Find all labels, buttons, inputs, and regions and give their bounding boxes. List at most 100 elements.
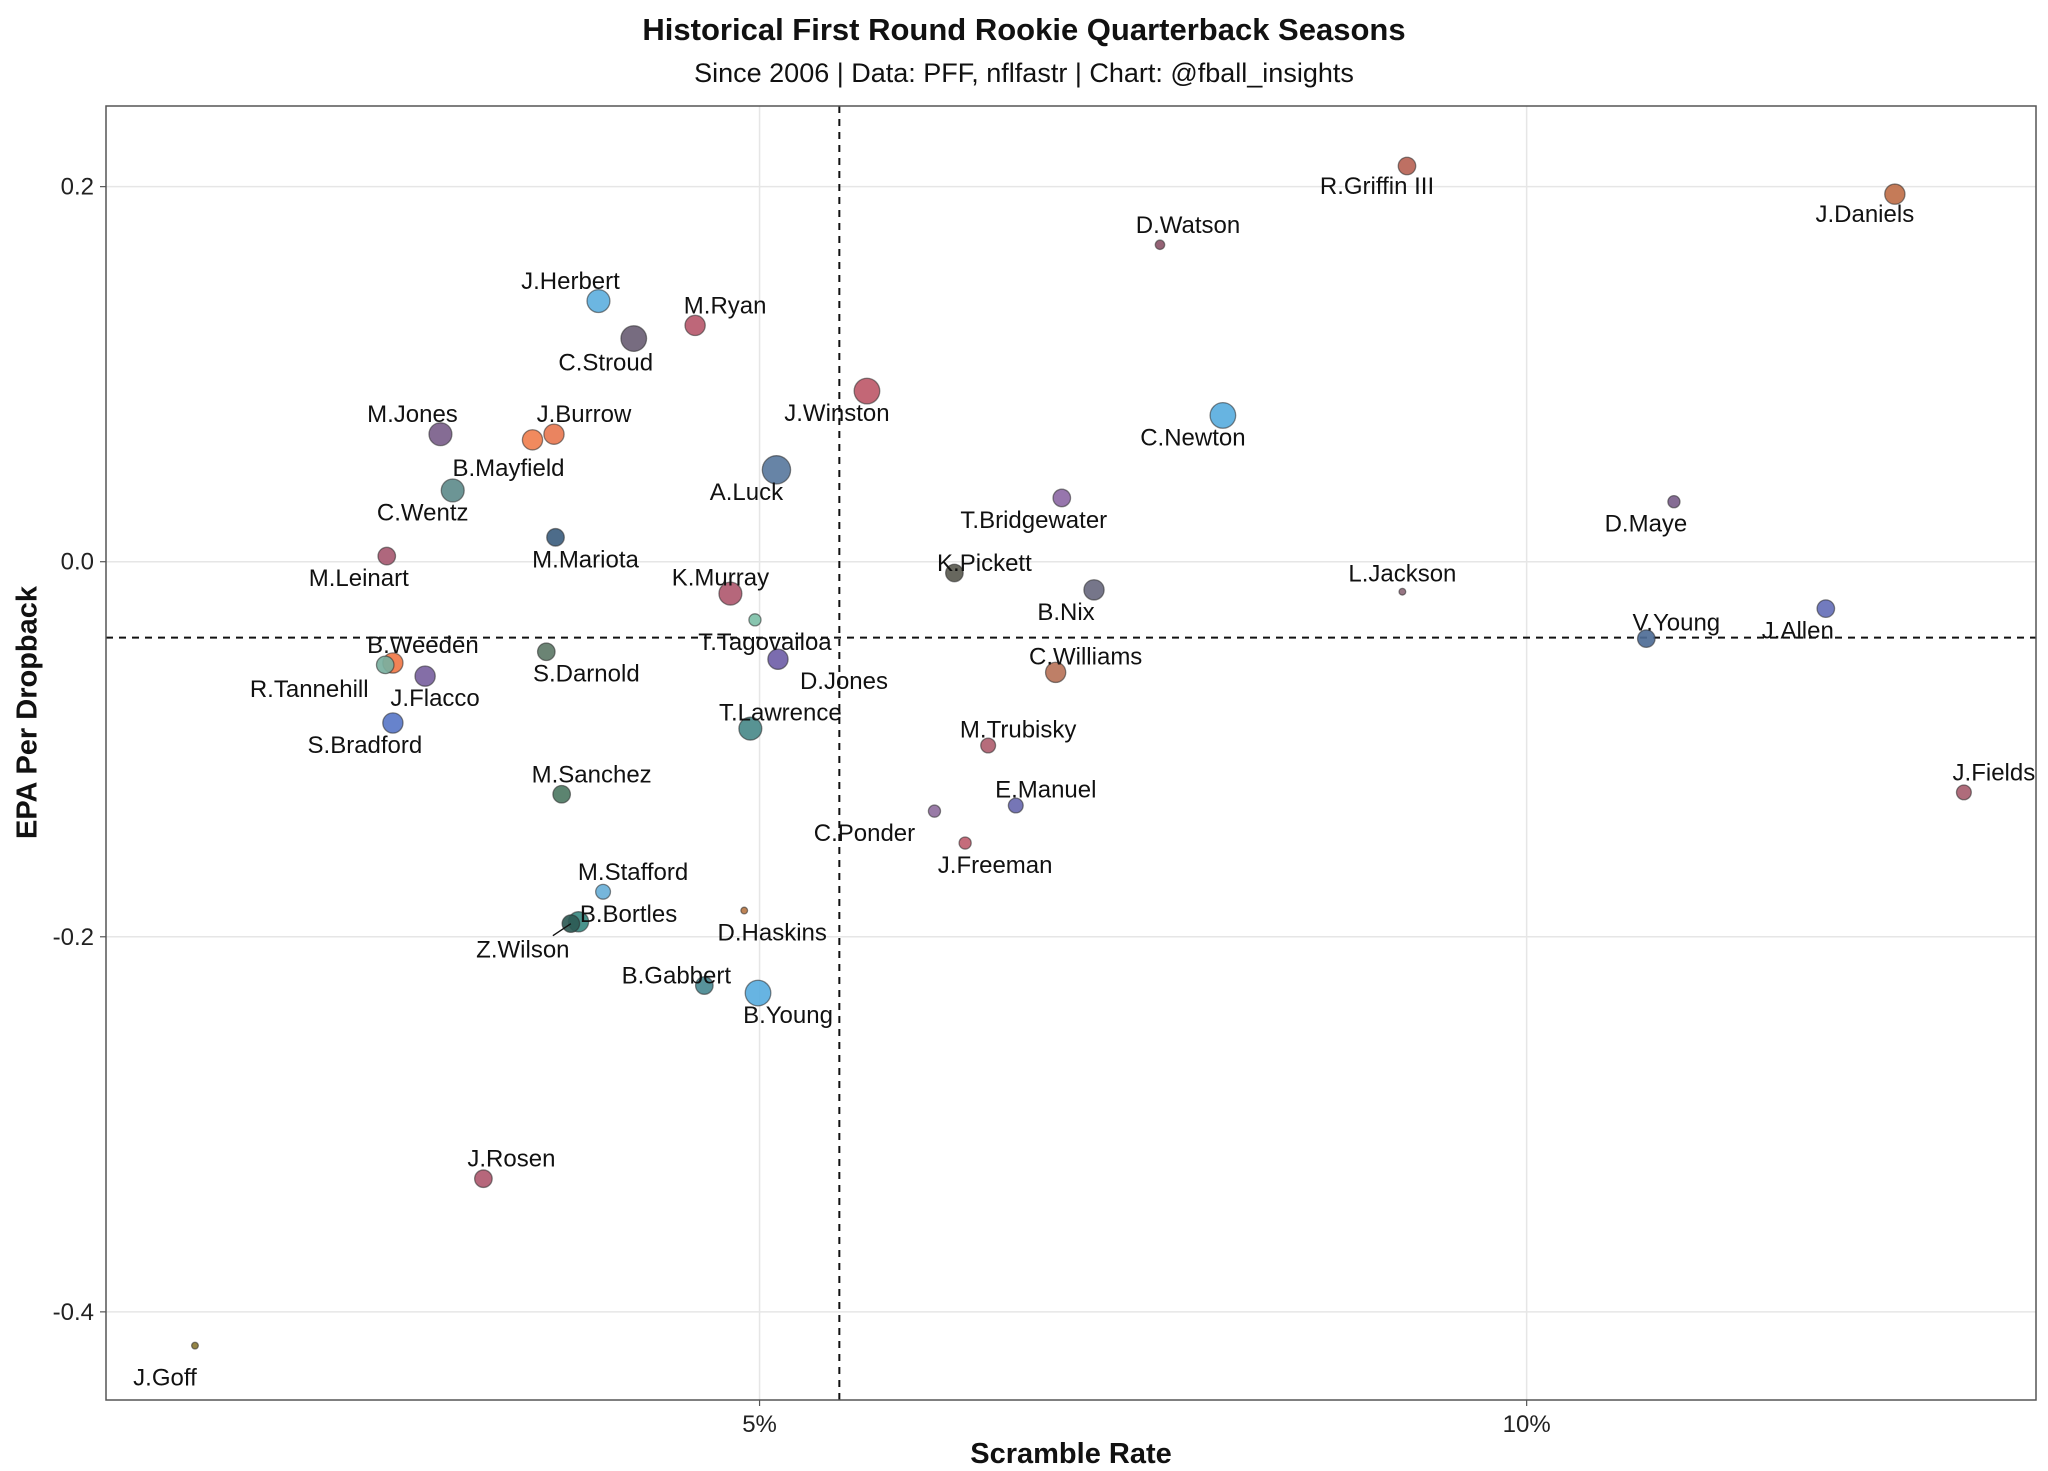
data-point	[744, 979, 772, 1007]
data-point	[1397, 156, 1417, 176]
point-label: M.Ryan	[684, 292, 767, 319]
data-point	[748, 613, 762, 627]
plot-border	[105, 105, 2037, 1401]
point-label: S.Darnold	[533, 661, 640, 688]
point-label: D.Watson	[1136, 212, 1240, 239]
data-point	[414, 665, 436, 687]
data-point	[853, 377, 881, 405]
data-point	[1154, 239, 1166, 251]
point-label: E.Manuel	[995, 777, 1096, 804]
point-label: M.Stafford	[578, 859, 688, 886]
data-point	[1209, 401, 1237, 429]
point-label: J.Freeman	[938, 852, 1053, 879]
data-point	[1083, 579, 1105, 601]
data-point	[543, 423, 565, 445]
data-point	[1007, 797, 1024, 814]
point-label: J.Allen	[1762, 618, 1834, 645]
point-label: J.Daniels	[1815, 201, 1914, 228]
point-label: M.Sanchez	[532, 761, 652, 788]
data-point	[740, 906, 749, 915]
point-label: J.Fields	[1953, 759, 2036, 786]
data-point	[694, 976, 714, 995]
data-point	[1816, 599, 1836, 618]
data-point	[927, 804, 942, 818]
data-point	[1667, 495, 1681, 509]
y-tick-label: -0.2	[53, 924, 94, 951]
data-point	[440, 478, 465, 503]
data-point	[761, 455, 792, 485]
point-label: J.Burrow	[537, 401, 632, 428]
point-label: B.Gabbert	[622, 963, 732, 990]
point-label: J.Flacco	[390, 685, 479, 712]
data-point	[718, 581, 743, 606]
point-label: V.Young	[1632, 610, 1720, 637]
label-leader-line	[552, 923, 572, 937]
point-label: J.Goff	[133, 1365, 197, 1392]
point-label: C.Wentz	[377, 499, 469, 526]
point-label: D.Maye	[1605, 511, 1688, 538]
point-label: D.Jones	[800, 668, 888, 695]
chart-subtitle: Since 2006 | Data: PFF, nflfastr | Chart…	[694, 58, 1354, 88]
data-point	[428, 422, 453, 447]
point-label: B.Weeden	[367, 632, 479, 659]
point-label: S.Bradford	[308, 732, 423, 759]
point-label: R.Griffin III	[1320, 173, 1434, 200]
data-point	[375, 655, 395, 675]
data-point	[1636, 629, 1656, 649]
data-point	[767, 648, 789, 670]
y-tick-label: -0.4	[53, 1299, 94, 1326]
data-point	[1052, 488, 1072, 508]
gridlines	[106, 106, 2036, 1400]
point-label: T.Bridgewater	[960, 507, 1107, 534]
point-label: K.Pickett	[937, 550, 1032, 577]
point-label: T.Tagovailoa	[698, 629, 832, 656]
point-label: B.Bortles	[580, 901, 677, 928]
data-points	[190, 156, 1972, 1350]
data-point	[1955, 784, 1972, 801]
point-label: L.Jackson	[1348, 561, 1456, 588]
point-label: J.Winston	[784, 400, 889, 427]
y-axis-title: EPA Per Dropback	[11, 585, 44, 840]
point-labels: J.Goff R.Griffin III J.Daniels D.Watson J.He…	[133, 173, 2035, 1392]
data-point	[684, 314, 706, 337]
point-label: M.Jones	[367, 401, 458, 428]
reference-lines	[106, 106, 2036, 1400]
data-point	[1044, 661, 1067, 684]
data-point	[377, 546, 397, 566]
data-point	[546, 527, 565, 547]
point-label: M.Leinart	[309, 565, 409, 592]
data-point	[738, 716, 763, 741]
point-label: T.Lawrence	[719, 700, 842, 727]
point-label: C.Ponder	[814, 820, 915, 847]
data-point	[190, 1341, 199, 1350]
point-label: B.Mayfield	[452, 455, 564, 482]
axis-ticks: 0.2 0.0 -0.2 -0.4 5% 10%	[53, 174, 1551, 1438]
point-label: M.Trubisky	[960, 716, 1076, 743]
point-label: R.Tannehill	[250, 676, 369, 703]
data-point	[980, 737, 997, 754]
data-point	[620, 325, 648, 352]
point-label: D.Haskins	[718, 920, 827, 947]
data-point	[536, 642, 556, 662]
point-label: Z.Wilson	[476, 937, 569, 964]
chart-title: Historical First Round Rookie Quarterbac…	[642, 12, 1406, 47]
x-tick-label: 5%	[742, 1411, 777, 1438]
point-label: B.Nix	[1037, 599, 1094, 626]
y-tick-label: 0.2	[61, 174, 94, 201]
x-axis-title: Scramble Rate	[970, 1438, 1172, 1470]
x-tick-label: 10%	[1503, 1411, 1551, 1438]
data-point	[552, 784, 572, 804]
point-label: K.Murray	[672, 565, 769, 592]
data-point	[586, 288, 611, 314]
point-label: C.Stroud	[558, 350, 653, 377]
point-label: C.Williams	[1029, 643, 1142, 670]
data-point	[474, 1169, 493, 1189]
data-point	[521, 429, 544, 451]
data-point	[595, 883, 612, 900]
point-label: B.Young	[743, 1002, 833, 1029]
point-label: C.Newton	[1140, 424, 1245, 451]
data-point	[1398, 587, 1407, 596]
data-point	[945, 563, 964, 583]
point-label: A.Luck	[710, 479, 784, 506]
